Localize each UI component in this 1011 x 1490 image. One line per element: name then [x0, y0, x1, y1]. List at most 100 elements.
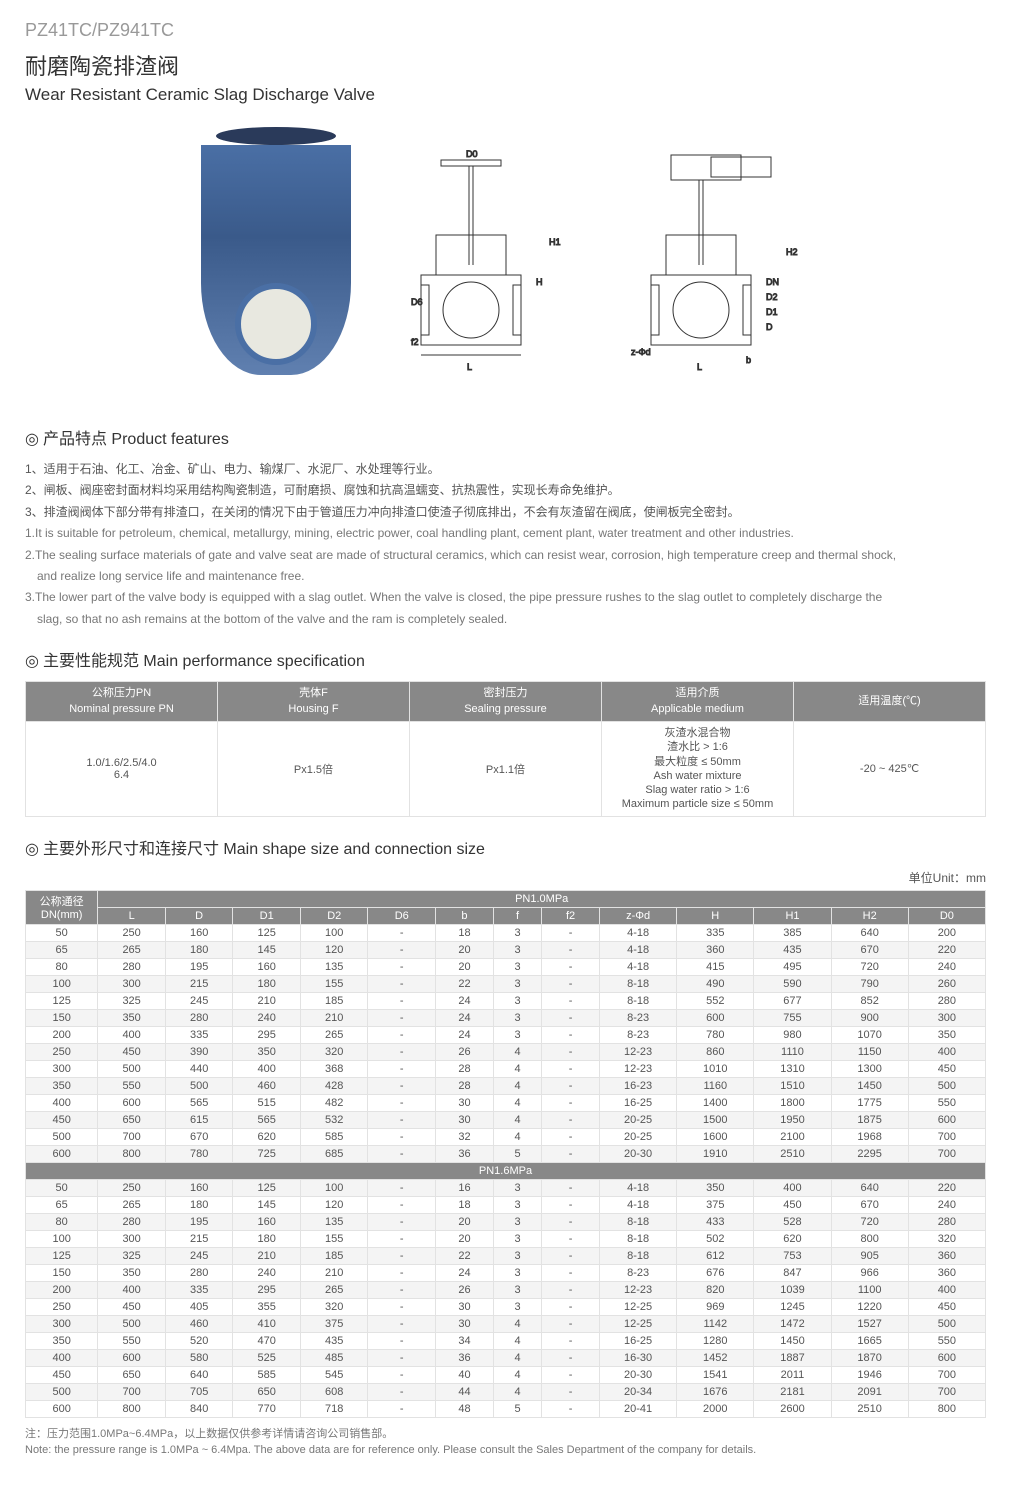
table-cell: - — [368, 1264, 436, 1281]
table-cell: 1968 — [831, 1128, 908, 1145]
table-cell: 350 — [26, 1077, 98, 1094]
table-cell: - — [368, 1196, 436, 1213]
table-cell: 400 — [908, 1281, 985, 1298]
table-cell: 1100 — [831, 1281, 908, 1298]
table-cell: 650 — [98, 1366, 166, 1383]
table-cell: 470 — [233, 1332, 301, 1349]
table-cell: 20-25 — [600, 1111, 677, 1128]
table-cell: - — [368, 924, 436, 941]
table-cell: - — [542, 1230, 600, 1247]
feature-en-2b: and realize long service life and mainte… — [25, 566, 986, 586]
table-cell: 532 — [300, 1111, 368, 1128]
table-cell: 718 — [300, 1400, 368, 1417]
table-cell: 1500 — [677, 1111, 754, 1128]
table-cell: 8-18 — [600, 1213, 677, 1230]
table-cell: 26 — [436, 1043, 494, 1060]
table-cell: - — [368, 1043, 436, 1060]
table-cell: 1676 — [677, 1383, 754, 1400]
table-cell: 32 — [436, 1128, 494, 1145]
table-cell: 12-23 — [600, 1060, 677, 1077]
dim-d1: D1 — [766, 307, 778, 317]
technical-drawing-1: D0 H H1 D6 f2 L — [381, 145, 561, 385]
table-cell: - — [542, 1281, 600, 1298]
table-cell: 20 — [436, 958, 494, 975]
table-cell: 12-23 — [600, 1281, 677, 1298]
table-cell: 700 — [908, 1383, 985, 1400]
table-cell: 720 — [831, 958, 908, 975]
table-cell: 545 — [300, 1366, 368, 1383]
table-cell: 640 — [165, 1366, 233, 1383]
table-cell: 28 — [436, 1077, 494, 1094]
table-cell: 20 — [436, 1230, 494, 1247]
table-cell: 860 — [677, 1043, 754, 1060]
table-cell: 460 — [233, 1077, 301, 1094]
table-cell: 2181 — [754, 1383, 831, 1400]
dim-h2: H2 — [786, 247, 798, 257]
table-cell: 220 — [908, 941, 985, 958]
table-cell: 400 — [26, 1094, 98, 1111]
table-cell: 8-18 — [600, 975, 677, 992]
table-cell: 800 — [98, 1145, 166, 1162]
table-cell: 20 — [436, 1213, 494, 1230]
performance-table: 公称压力PNNominal pressure PN 壳体FHousing F 密… — [25, 681, 986, 817]
table-cell: 677 — [754, 992, 831, 1009]
table-cell: 852 — [831, 992, 908, 1009]
table-cell: 415 — [677, 958, 754, 975]
table-cell: 1142 — [677, 1315, 754, 1332]
table-cell: 185 — [300, 992, 368, 1009]
table-cell: 4 — [493, 1077, 541, 1094]
table-cell: 1245 — [754, 1298, 831, 1315]
table-cell: 600 — [908, 1111, 985, 1128]
col-H1: H1 — [754, 907, 831, 924]
table-cell: 250 — [98, 1179, 166, 1196]
table-cell: 1541 — [677, 1366, 754, 1383]
table-cell: 34 — [436, 1332, 494, 1349]
table-cell: 485 — [300, 1349, 368, 1366]
dim-f2: f2 — [411, 337, 419, 347]
dim-b: b — [746, 355, 751, 365]
table-cell: 3 — [493, 1196, 541, 1213]
table-cell: 450 — [26, 1366, 98, 1383]
table-cell: 433 — [677, 1213, 754, 1230]
table-cell: - — [542, 941, 600, 958]
table-cell: 24 — [436, 1009, 494, 1026]
table-cell: 800 — [98, 1400, 166, 1417]
col-H: H — [677, 907, 754, 924]
table-cell: 100 — [26, 1230, 98, 1247]
table-cell: 515 — [233, 1094, 301, 1111]
table-cell: 20-41 — [600, 1400, 677, 1417]
table-cell: 400 — [98, 1281, 166, 1298]
table-cell: 210 — [300, 1009, 368, 1026]
table-cell: 966 — [831, 1264, 908, 1281]
table-cell: 1510 — [754, 1077, 831, 1094]
table-cell: 18 — [436, 1196, 494, 1213]
feature-cn-1: 1、适用于石油、化工、冶金、矿山、电力、输煤厂、水泥厂、水处理等行业。 — [25, 459, 986, 479]
table-cell: 1472 — [754, 1315, 831, 1332]
table-cell: 20-30 — [600, 1366, 677, 1383]
table-cell: 120 — [300, 1196, 368, 1213]
dim-d6: D6 — [411, 297, 423, 307]
table-cell: 1150 — [831, 1043, 908, 1060]
table-cell: 840 — [165, 1400, 233, 1417]
table-cell: 615 — [165, 1111, 233, 1128]
table-cell: 520 — [165, 1332, 233, 1349]
table-cell: 240 — [233, 1009, 301, 1026]
table-cell: 410 — [233, 1315, 301, 1332]
table-cell: 20-30 — [600, 1145, 677, 1162]
table-cell: 4 — [493, 1366, 541, 1383]
table-cell: 3 — [493, 1230, 541, 1247]
table-cell: 80 — [26, 958, 98, 975]
table-cell: 585 — [300, 1128, 368, 1145]
table-cell: 900 — [831, 1009, 908, 1026]
table-cell: 360 — [908, 1247, 985, 1264]
table-cell: 600 — [98, 1094, 166, 1111]
table-cell: 720 — [831, 1213, 908, 1230]
table-cell: 1220 — [831, 1298, 908, 1315]
table-cell: 612 — [677, 1247, 754, 1264]
table-cell: 1450 — [754, 1332, 831, 1349]
table-cell: 4-18 — [600, 941, 677, 958]
table-cell: 500 — [98, 1315, 166, 1332]
table-cell: 30 — [436, 1111, 494, 1128]
table-cell: 16 — [436, 1179, 494, 1196]
table-cell: 265 — [300, 1281, 368, 1298]
